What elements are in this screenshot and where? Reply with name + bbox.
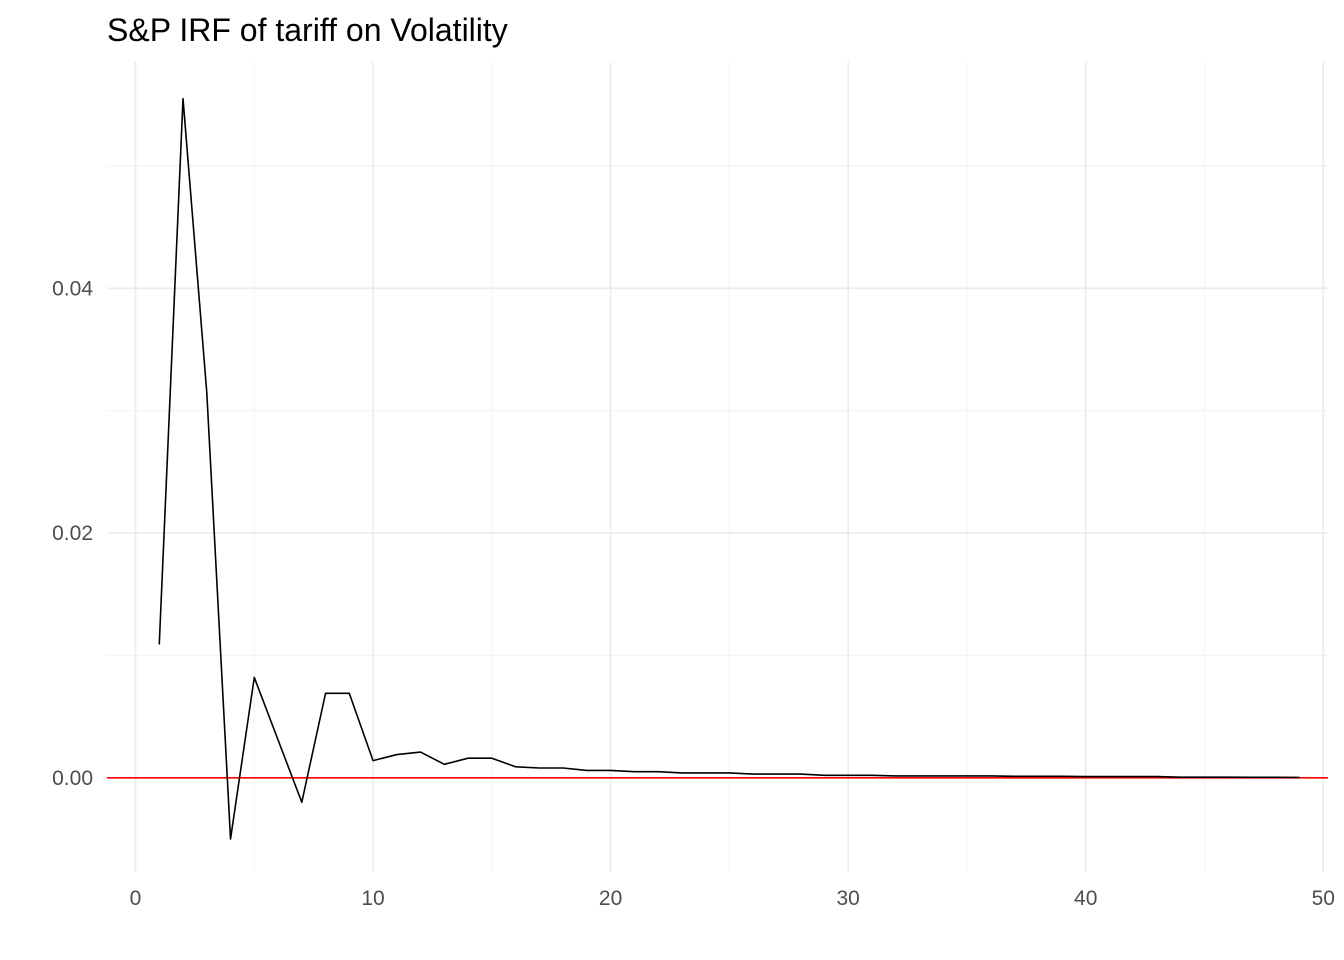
y-tick-label-1: 0.02 bbox=[52, 522, 93, 545]
y-axis-tick-labels: 0.00 0.02 0.04 bbox=[52, 277, 93, 789]
chart-title: S&P IRF of tariff on Volatility bbox=[107, 12, 508, 48]
x-tick-label-4: 40 bbox=[1074, 887, 1097, 910]
series-group bbox=[158, 97, 1300, 840]
x-axis-tick-labels: 0 10 20 30 40 50 bbox=[130, 887, 1335, 910]
series-line-0 bbox=[158, 97, 1300, 840]
x-tick-label-3: 30 bbox=[836, 887, 859, 910]
x-tick-label-0: 0 bbox=[130, 887, 142, 910]
x-tick-label-2: 20 bbox=[599, 887, 622, 910]
minor-gridlines bbox=[107, 62, 1328, 872]
y-tick-label-0: 0.00 bbox=[52, 767, 93, 790]
y-tick-label-2: 0.04 bbox=[52, 277, 93, 300]
x-tick-label-1: 10 bbox=[361, 887, 384, 910]
x-tick-label-5: 50 bbox=[1312, 887, 1335, 910]
